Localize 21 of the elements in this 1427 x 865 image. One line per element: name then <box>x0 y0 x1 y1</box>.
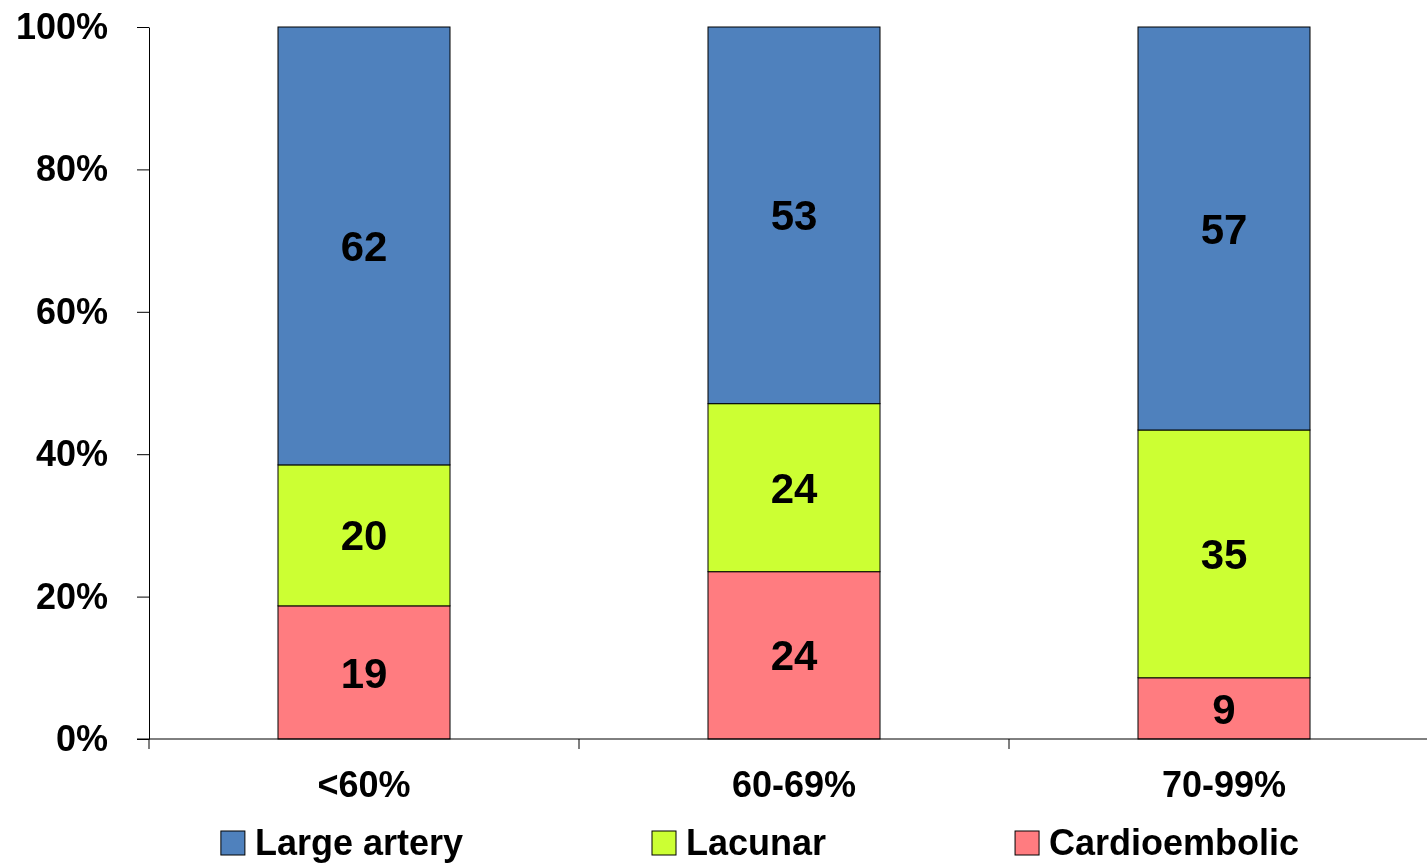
y-tick-label: 100% <box>15 6 108 48</box>
data-label: 24 <box>770 632 818 680</box>
data-label: 19 <box>340 649 388 697</box>
data-label: 57 <box>1200 205 1248 253</box>
data-label: 53 <box>770 192 818 240</box>
data-label: 62 <box>340 223 388 271</box>
x-tick-label: <60% <box>317 764 411 805</box>
x-tick-label: 60-69% <box>731 764 857 805</box>
data-label: 9 <box>1212 685 1236 733</box>
data-label: 24 <box>770 464 818 512</box>
legend-label: Large artery <box>254 822 463 863</box>
x-tick-label: 70-99% <box>1161 764 1287 805</box>
y-tick-label: 20% <box>35 575 108 617</box>
y-tick-label: 80% <box>35 148 108 190</box>
y-tick-label: 60% <box>35 290 108 332</box>
legend-label: Lacunar <box>686 822 827 863</box>
legend-label: Cardioembolic <box>1049 822 1300 863</box>
y-tick-label: 40% <box>35 433 108 475</box>
data-label: 20 <box>340 512 388 560</box>
y-tick-label: 0% <box>55 718 108 760</box>
data-label: 35 <box>1200 531 1248 578</box>
